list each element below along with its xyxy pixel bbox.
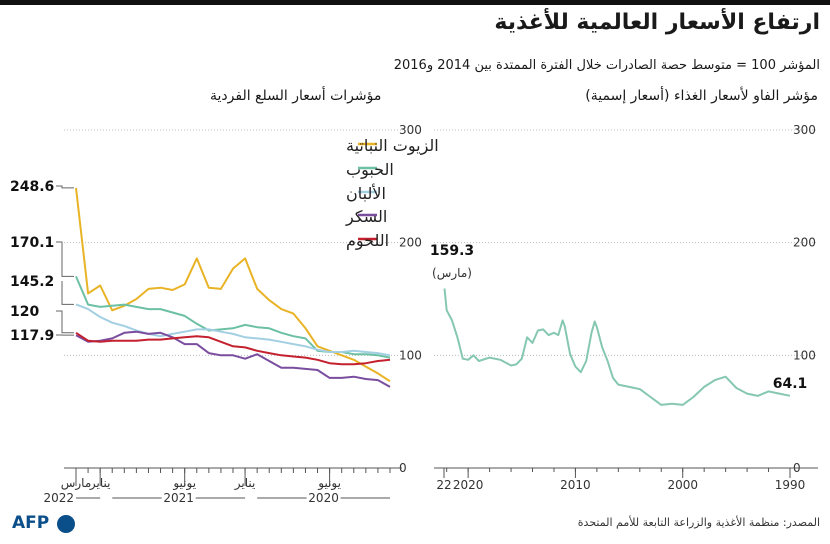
left-x-tick-label: يونيو (172, 476, 196, 491)
series-line-5 (75, 331, 391, 366)
fao-start-value-label: 64.1 (773, 376, 808, 392)
legend-label-5: اللحوم (346, 231, 389, 251)
legend-label-2: الحبوب (346, 160, 394, 180)
right-x-tick-label: 22 (436, 478, 451, 492)
page-title: ارتفاع الأسعار العالمية للأغذية (494, 10, 820, 35)
top-bar (0, 0, 830, 5)
left-x-tick-label: يناير (234, 476, 256, 491)
right-y-tick-label: 300 (793, 123, 816, 137)
left-year-label-bg (161, 490, 196, 504)
end-value-label: 170.1 (10, 235, 54, 251)
fao-index-line (443, 288, 791, 406)
left-year-label-bg (306, 490, 341, 504)
end-value-label: 145.2 (10, 274, 54, 290)
left-year-label: 2021 (163, 491, 194, 505)
left-y-tick-label: 0 (399, 461, 407, 475)
right-x-tick-label: 1990 (775, 478, 806, 492)
left-y-tick-label: 100 (399, 348, 422, 362)
end-value-leader (56, 241, 74, 277)
fao-peak-note-label: (مارس) (432, 266, 472, 281)
page-subtitle: المؤشر 100 = متوسط حصة الصادرات خلال الف… (393, 58, 820, 73)
end-value-leader (56, 310, 74, 334)
right-x-tick-label: 2000 (667, 478, 698, 492)
left-x-tick-label: مارس (61, 476, 92, 491)
end-value-leader (61, 281, 74, 305)
fao-peak-value-label: 159.3 (430, 243, 474, 259)
left-chart-title: مؤشرات أسعار السلع الفردية (210, 88, 382, 104)
left-y-tick-label: 300 (399, 123, 422, 137)
left-year-label: 2022 (43, 491, 74, 505)
end-value-leader (56, 185, 74, 189)
right-y-tick-label: 200 (793, 236, 816, 250)
right-x-tick-label: 2020 (453, 478, 484, 492)
legend-label-4: السكر (345, 207, 387, 227)
afp-logo: AFP (12, 513, 50, 533)
left-chart: 0100200300يونيوينايريونيوينايرمارس202020… (10, 123, 439, 505)
legend-label-1: الزيوت النباتية (346, 136, 439, 156)
afp-logo-dot (57, 515, 75, 533)
series-line-3 (75, 303, 391, 357)
left-y-tick-label: 200 (399, 236, 422, 250)
series-line-4 (75, 330, 391, 388)
end-value-label: 248.6 (10, 179, 54, 195)
end-value-label: 120 (10, 304, 39, 320)
left-x-tick-label: يناير (89, 476, 111, 491)
series-line-1 (75, 187, 391, 383)
left-year-label: 2020 (308, 491, 339, 505)
source-note: المصدر: منظمة الأغذية والزراعة التابعة ل… (577, 516, 820, 529)
right-chart-title: مؤشر الفاو لأسعار الغذاء (أسعار إسمية) (585, 88, 818, 104)
legend-label-3: الألبان (346, 183, 386, 203)
right-y-tick-label: 100 (793, 348, 816, 362)
left-x-tick-label: يونيو (317, 476, 341, 491)
end-value-label: 117.9 (10, 328, 54, 344)
right-x-tick-label: 2010 (560, 478, 591, 492)
right-chart: 0100200300199020002010202022159.3(مارس)6… (430, 123, 818, 492)
